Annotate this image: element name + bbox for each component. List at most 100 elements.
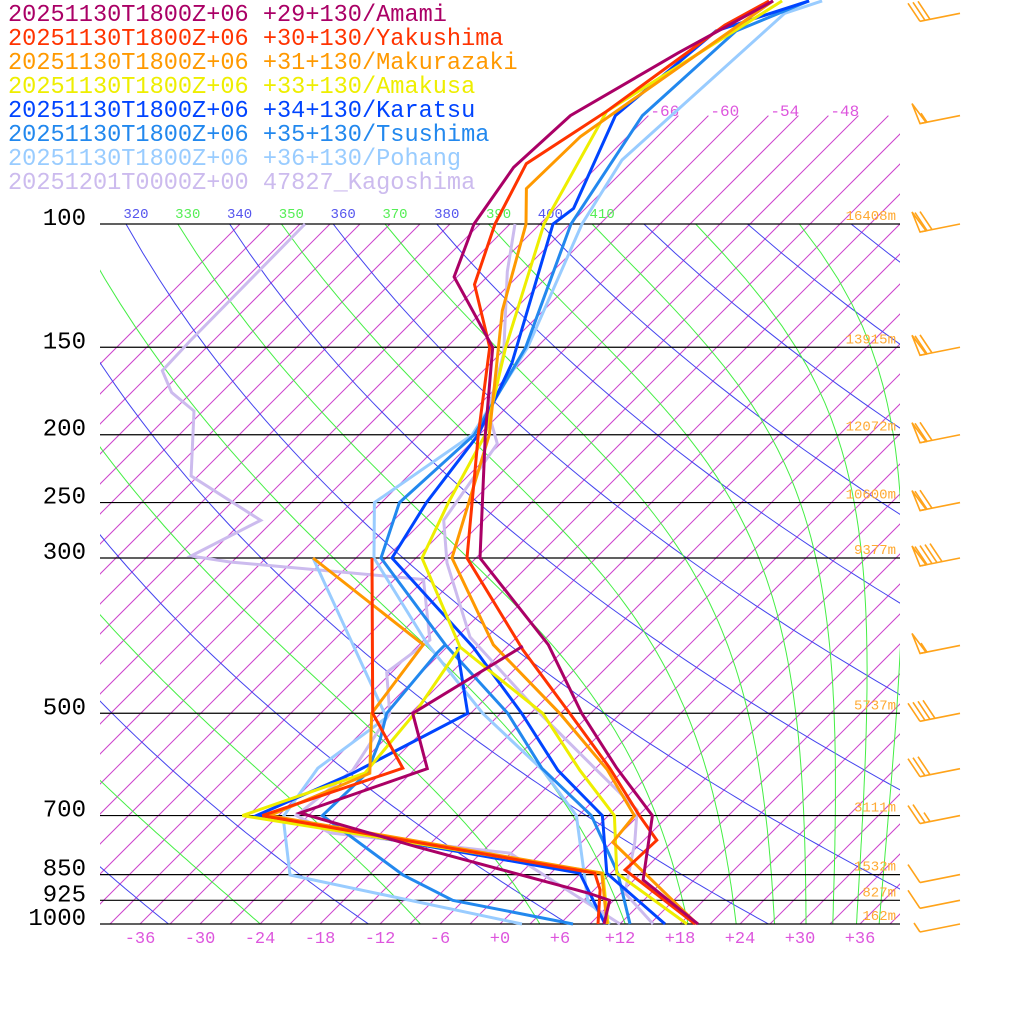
isotherm-line	[100, 223, 451, 575]
isotherm-line	[799, 823, 900, 924]
height-label: 16408m	[846, 209, 896, 225]
wind-barb-staff	[919, 712, 961, 723]
temperature-tick-label: +6	[550, 930, 570, 949]
temperature-tick-label: +30	[785, 930, 816, 949]
dry-adiabat-line	[539, 224, 900, 515]
temperature-line	[379, 0, 810, 925]
wind-barb-half	[920, 642, 928, 653]
dry-adiabat-line	[850, 224, 900, 263]
pressure-label: 200	[43, 417, 86, 444]
wind-barb-staff	[919, 767, 961, 778]
temperature-tick-label: -6	[430, 930, 450, 949]
isotherm-line	[100, 115, 889, 905]
pressure-label: 500	[43, 695, 86, 722]
wind-barb-staff	[919, 923, 961, 933]
wind-barb-full	[914, 490, 928, 510]
pressure-label: 1000	[28, 906, 86, 933]
dewpoint-line	[264, 556, 609, 925]
wind-barbs	[907, 0, 961, 933]
isotherm-line	[100, 223, 511, 635]
wind-barb-staff	[919, 814, 961, 825]
isotherm-line	[100, 115, 769, 785]
isotherm-line	[100, 115, 649, 665]
isotherm-line	[109, 133, 900, 924]
wind-barb-full	[919, 421, 933, 441]
isotherm-line	[889, 913, 900, 924]
temperature-tick-label: -24	[245, 930, 276, 949]
height-label: 5737m	[854, 698, 896, 714]
temperature-tick-label: +18	[665, 930, 696, 949]
height-label: 13915m	[846, 332, 896, 348]
wind-barb-full	[912, 757, 926, 777]
isotherm-line	[559, 583, 900, 924]
isotherm-line	[499, 523, 900, 924]
moist-adiabat-line	[695, 224, 868, 924]
isotherm-line	[379, 403, 900, 924]
wind-barb-full	[929, 543, 943, 563]
isotherm-line	[100, 223, 241, 365]
legend-item-makurazaki: 20251130T1800Z+06 +31+130/Makurazaki	[8, 50, 518, 77]
wind-barb-full	[907, 702, 921, 722]
dewpoint-line	[261, 557, 602, 925]
wind-barb-pennant	[911, 490, 928, 512]
wind-barb-pennant	[911, 422, 928, 444]
legend-item-karatsu: 20251130T1800Z+06 +34+130/Karatsu	[8, 98, 476, 125]
dry-adiabat-label: 340	[227, 207, 252, 223]
wind-barb-staff	[919, 12, 961, 23]
wind-barb-full	[917, 756, 931, 776]
legend: 20251130T1800Z+06 +29+130/Amami 20251130…	[8, 4, 518, 196]
wind-barb-full	[919, 334, 933, 354]
wind-barb-full	[924, 544, 938, 564]
isotherm-line	[709, 733, 900, 924]
isotherm-line	[319, 343, 900, 924]
dry-adiabat-line	[955, 224, 1024, 924]
dry-adiabat-label: 380	[434, 207, 459, 223]
temperature-tick-label: +0	[490, 930, 510, 949]
legend-item-kagoshima: 20251201T0000Z+00 47827_Kagoshima	[8, 170, 476, 197]
moist-adiabat-label: 410	[590, 207, 615, 223]
wind-barb-full	[907, 864, 921, 884]
temperature-tick-label: +12	[605, 930, 636, 949]
isotherm-line	[100, 223, 481, 605]
isotherm-line	[769, 793, 900, 924]
isobars	[100, 223, 900, 925]
temperature-line	[420, 0, 783, 926]
wind-barb-full	[907, 805, 921, 825]
isotherm-line	[619, 643, 900, 924]
dewpoint-line	[160, 222, 621, 926]
pressure-label: 925	[43, 882, 86, 909]
isotherm-label: -60	[710, 103, 739, 121]
height-label: 827m	[862, 885, 896, 901]
wind-barb-half	[923, 812, 931, 823]
temperature-tick-label: -30	[185, 930, 216, 949]
wind-barb-pennant	[911, 334, 928, 357]
wind-barb-pennant	[911, 632, 928, 655]
wind-barb-full	[907, 758, 921, 778]
pressure-label: 100	[43, 206, 86, 233]
temperature-tick-label: -12	[365, 930, 396, 949]
isotherm-line	[169, 193, 900, 924]
temperature-line	[452, 0, 774, 926]
wind-barb-pennant	[911, 545, 928, 567]
isotherm-line	[589, 613, 900, 924]
isotherm-line	[100, 223, 271, 395]
wind-barb-full	[917, 700, 931, 720]
height-label: 162m	[862, 909, 896, 925]
moist-adiabat-line	[591, 224, 836, 924]
isotherm-line	[349, 373, 900, 924]
isotherm-line	[409, 433, 900, 924]
temperature-line	[465, 0, 770, 926]
temperature-tick-label: -36	[125, 930, 156, 949]
isotherm-line	[739, 763, 900, 924]
wind-barb-full	[907, 889, 921, 909]
isotherm-line	[100, 115, 739, 755]
legend-item-amakusa: 20251130T1800Z+06 +33+130/Amakusa	[8, 74, 476, 101]
isotherm-line	[649, 673, 900, 924]
wind-barb-full	[914, 212, 928, 232]
isotherm-line	[139, 163, 900, 924]
isotherm-line	[100, 115, 799, 815]
wind-barb-half	[920, 112, 928, 123]
isotherm-line	[100, 223, 331, 455]
wind-barb-full	[914, 335, 928, 355]
